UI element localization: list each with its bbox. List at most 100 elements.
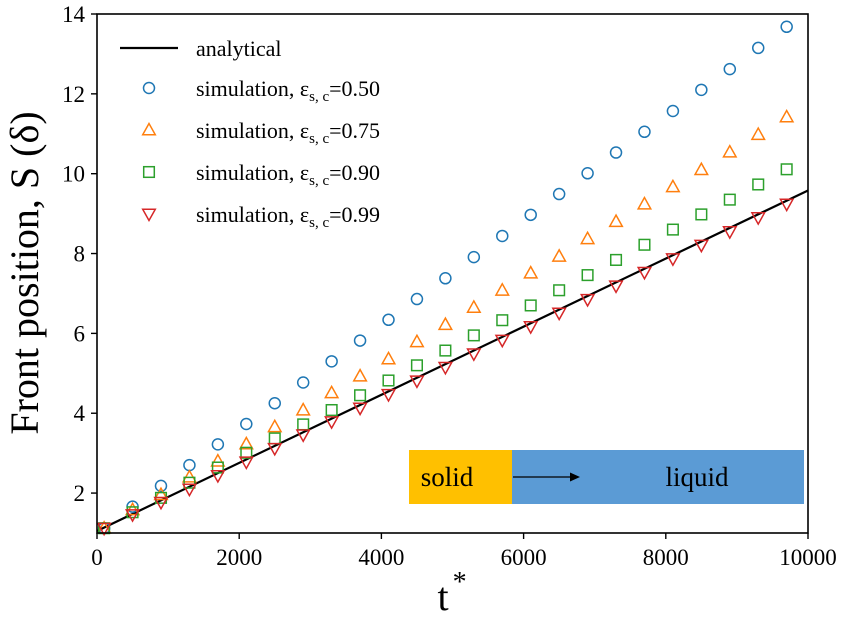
x-axis-title-sup: * — [453, 567, 467, 598]
data-point — [695, 208, 708, 221]
analytical-series — [96, 189, 809, 532]
legend-label-prefix: simulation, ε — [196, 202, 309, 227]
x-tick-label: 0 — [91, 545, 103, 570]
data-point — [324, 384, 340, 399]
x-tick-label: 4000 — [358, 545, 404, 570]
y-tick-label: 6 — [74, 321, 86, 346]
data-point — [154, 479, 168, 493]
data-point — [238, 456, 254, 470]
data-point — [437, 316, 453, 331]
data-point — [439, 272, 452, 285]
marker-layer — [96, 20, 795, 537]
legend-label-suffix: =0.99 — [329, 202, 380, 227]
data-point — [238, 435, 254, 450]
plot-frame — [96, 13, 809, 534]
data-point — [267, 418, 283, 433]
y-tick-label: 4 — [74, 401, 86, 426]
data-point — [636, 195, 653, 210]
data-point — [553, 284, 566, 297]
legend-label-subscript: s, c — [309, 173, 329, 189]
data-point — [580, 293, 596, 308]
x-tick-label: 6000 — [501, 545, 547, 570]
data-point — [494, 282, 510, 296]
data-point — [181, 483, 198, 498]
data-point — [352, 368, 368, 382]
data-point — [295, 401, 311, 416]
data-point — [240, 446, 253, 459]
data-point — [267, 442, 283, 457]
data-point — [665, 178, 681, 193]
data-point — [779, 198, 795, 213]
data-point — [153, 496, 169, 511]
legend-label-subscript: s, c — [309, 215, 329, 231]
data-point — [268, 432, 281, 445]
data-point — [325, 403, 338, 417]
y-tick-label: 10 — [62, 162, 85, 187]
data-point — [552, 187, 566, 201]
data-point — [181, 469, 198, 483]
data-point — [524, 299, 537, 312]
y-tick-label: 8 — [74, 242, 86, 267]
data-point — [410, 292, 424, 306]
legend-label-prefix: simulation, ε — [196, 160, 309, 185]
data-point — [382, 374, 395, 387]
series-2 — [96, 108, 795, 534]
data-point — [354, 389, 367, 402]
inset-liquid-label: liquid — [665, 462, 729, 492]
data-point — [581, 167, 594, 180]
data-point — [722, 144, 738, 158]
data-point — [296, 376, 310, 389]
data-point — [523, 321, 539, 335]
data-point — [352, 402, 368, 417]
legend-label-suffix: =0.50 — [329, 76, 380, 101]
data-point — [325, 355, 338, 368]
data-point — [609, 253, 623, 266]
legend-marker — [141, 208, 157, 223]
data-point — [437, 361, 453, 376]
data-point — [695, 83, 708, 97]
data-point — [410, 359, 423, 372]
legend-series-label: simulation, εs, c=0.90 — [196, 160, 380, 189]
data-point — [608, 280, 624, 294]
data-point — [211, 438, 225, 451]
y-tick-label: 14 — [62, 2, 86, 27]
data-point — [268, 397, 281, 410]
data-point — [751, 41, 765, 55]
data-point — [380, 388, 397, 403]
data-point — [439, 344, 452, 357]
data-point — [693, 239, 709, 254]
data-point — [666, 104, 680, 118]
data-point — [467, 250, 481, 264]
data-point — [750, 126, 766, 141]
data-point — [551, 307, 567, 322]
y-axis: 2 4 6 8 10 12 14 — [62, 2, 97, 506]
data-point — [496, 314, 509, 327]
y-tick-label: 12 — [62, 82, 85, 107]
data-point — [752, 178, 765, 191]
legend-label-subscript: s, c — [309, 89, 329, 105]
legend-analytical-label: analytical — [196, 36, 282, 61]
data-point — [382, 313, 395, 327]
series-1 — [97, 20, 793, 535]
legend-label-prefix: simulation, ε — [196, 76, 309, 101]
series-4 — [96, 198, 795, 537]
data-point — [380, 350, 397, 365]
data-point — [581, 269, 594, 282]
data-point — [210, 469, 226, 484]
x-tick-label: 8000 — [643, 545, 689, 570]
data-point — [608, 213, 624, 228]
data-point — [551, 248, 567, 262]
data-point — [240, 417, 253, 431]
x-tick-label: 2000 — [216, 545, 262, 570]
inset-solid-region — [409, 450, 513, 504]
x-axis-title-main: t — [437, 574, 448, 619]
data-point — [297, 418, 310, 431]
data-point — [609, 146, 623, 159]
data-point — [96, 522, 112, 537]
legend-marker — [141, 121, 157, 136]
data-point — [779, 108, 795, 123]
y-axis-title: Front position, S (δ) — [2, 111, 47, 434]
